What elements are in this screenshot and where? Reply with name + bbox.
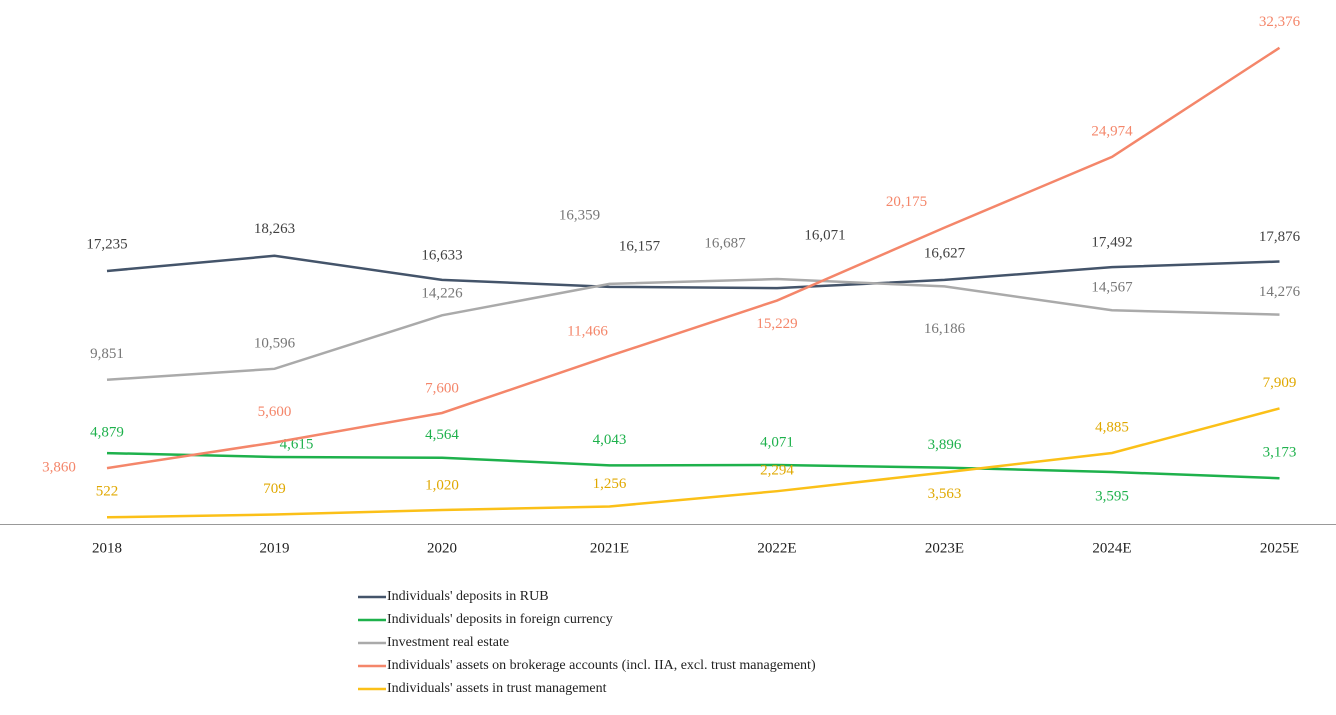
x-tick-label: 2022E <box>757 540 796 556</box>
data-label: 709 <box>263 481 286 497</box>
x-tick-label: 2025E <box>1260 540 1299 556</box>
data-label: 16,359 <box>559 207 600 223</box>
data-label: 16,627 <box>924 245 966 261</box>
data-label: 14,276 <box>1259 284 1301 300</box>
legend-label: Individuals' assets on brokerage account… <box>387 658 816 673</box>
data-label: 1,256 <box>593 476 627 492</box>
x-tick-label: 2024E <box>1092 540 1131 556</box>
data-label: 9,851 <box>90 346 124 362</box>
data-label: 7,909 <box>1263 375 1297 391</box>
series-line <box>106 407 1280 519</box>
legend-label: Investment real estate <box>387 635 509 650</box>
series-line <box>106 46 1281 470</box>
x-tick-label: 2018 <box>92 540 122 556</box>
x-tick-label: 2020 <box>427 540 457 556</box>
series-line <box>106 254 1280 290</box>
data-label: 2,294 <box>760 463 794 479</box>
data-label: 3,563 <box>928 486 962 502</box>
data-label: 3,173 <box>1263 445 1297 461</box>
series-line <box>106 277 1280 382</box>
data-label: 3,860 <box>42 460 76 476</box>
data-label: 3,595 <box>1095 488 1129 504</box>
data-label: 14,226 <box>421 286 463 302</box>
data-label: 16,157 <box>619 238 661 254</box>
data-label: 4,043 <box>593 432 627 448</box>
data-label: 15,229 <box>756 316 797 332</box>
data-label: 20,175 <box>886 194 927 210</box>
data-label: 14,567 <box>1091 280 1133 296</box>
legend-label: Individuals' deposits in foreign currenc… <box>387 612 613 627</box>
x-tick-label: 2021E <box>590 540 629 556</box>
legend-label: Individuals' assets in trust management <box>387 681 607 696</box>
data-label: 17,235 <box>86 236 127 252</box>
data-label: 17,876 <box>1259 229 1301 245</box>
data-label: 11,466 <box>567 323 608 339</box>
data-label: 7,600 <box>425 380 459 396</box>
data-label: 18,263 <box>254 221 295 237</box>
data-label: 24,974 <box>1091 123 1133 139</box>
series-line <box>106 451 1280 480</box>
data-label: 16,687 <box>704 235 746 251</box>
legend-label: Individuals' deposits in RUB <box>387 589 549 604</box>
data-label: 16,071 <box>804 228 845 244</box>
data-label: 4,564 <box>425 427 459 443</box>
data-label: 17,492 <box>1091 235 1132 251</box>
x-tick-label: 2023E <box>925 540 964 556</box>
data-label: 4,071 <box>760 434 794 450</box>
data-label: 522 <box>96 484 119 500</box>
data-label: 3,896 <box>928 437 962 453</box>
data-label: 5,600 <box>258 404 292 420</box>
data-label: 16,633 <box>421 247 462 263</box>
data-label: 4,879 <box>90 425 124 441</box>
data-label: 1,020 <box>425 477 459 493</box>
data-label: 4,885 <box>1095 419 1129 435</box>
data-label: 16,186 <box>924 321 966 337</box>
data-label: 32,376 <box>1259 14 1301 30</box>
x-tick-label: 2019 <box>260 540 290 556</box>
data-label: 10,596 <box>254 335 296 351</box>
